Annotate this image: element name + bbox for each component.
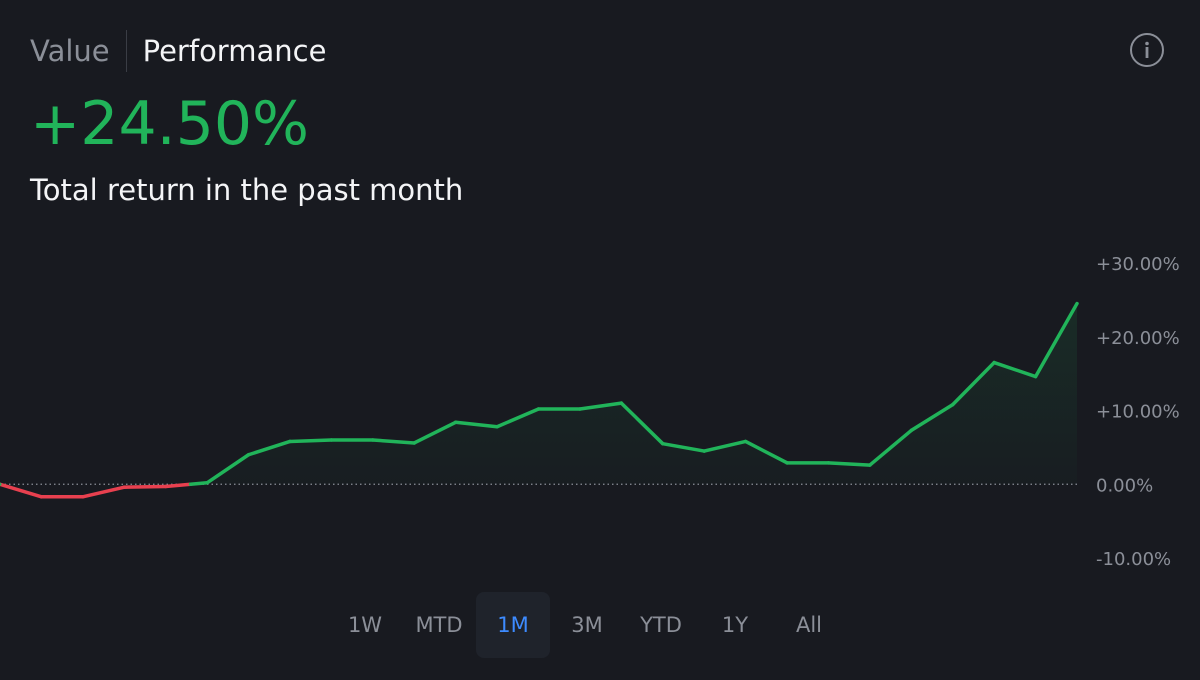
- data-point: [1034, 375, 1038, 379]
- line-segment: [661, 441, 706, 453]
- data-point: [951, 403, 955, 407]
- data-point: [247, 453, 251, 457]
- data-point: [454, 420, 458, 424]
- line-segment: [950, 360, 996, 407]
- y-tick-label: 0.00%: [1096, 475, 1153, 496]
- data-point: [744, 439, 748, 443]
- line-segment: [288, 438, 334, 444]
- positive-area-fill: [0, 303, 1077, 485]
- y-tick-label: -10.00%: [1096, 549, 1171, 570]
- line-segment: [702, 439, 748, 453]
- info-button[interactable]: [1130, 33, 1164, 67]
- data-point: [122, 485, 126, 489]
- line-segment: [122, 484, 168, 489]
- data-point: [992, 361, 996, 365]
- data-point: [1075, 302, 1079, 306]
- data-point: [0, 482, 2, 486]
- total-return-description: Total return in the past month: [30, 173, 464, 207]
- data-point: [868, 463, 872, 467]
- line-segment: [205, 453, 251, 485]
- total-return-value: +24.50%: [30, 89, 310, 159]
- data-point: [537, 407, 540, 411]
- range-button-mtd[interactable]: MTD: [415, 613, 463, 637]
- data-point: [205, 481, 209, 485]
- line-segment: [743, 439, 789, 465]
- y-tick-label: +20.00%: [1096, 328, 1180, 349]
- line-segment: [81, 485, 127, 499]
- data-point: [661, 442, 665, 446]
- tab-divider: [125, 30, 127, 72]
- line-segment: [992, 360, 1038, 379]
- data-point: [371, 438, 375, 442]
- y-tick-label: +30.00%: [1096, 254, 1180, 275]
- range-button-3m[interactable]: 3M: [571, 613, 603, 637]
- line-segment: [371, 438, 416, 445]
- tab-value[interactable]: Value: [30, 34, 110, 68]
- data-point: [578, 407, 582, 411]
- data-point: [81, 495, 85, 499]
- line-segment: [412, 420, 458, 445]
- range-button-all[interactable]: All: [795, 613, 823, 637]
- line-segment: [1033, 301, 1079, 379]
- range-button-1m[interactable]: 1M: [476, 592, 550, 658]
- line-segment: [163, 482, 193, 489]
- line-segment: [619, 401, 665, 446]
- data-point: [412, 441, 416, 445]
- data-point: [826, 461, 830, 465]
- line-segment: [909, 402, 955, 433]
- data-point: [495, 425, 499, 429]
- time-range-selector: 1W MTD 1M 3M YTD 1Y All: [328, 592, 846, 658]
- line-segment: [495, 407, 541, 429]
- data-point: [909, 428, 913, 432]
- data-point: [39, 495, 43, 499]
- line-segment: [0, 482, 44, 499]
- line-segment: [868, 428, 914, 467]
- line-segment: [578, 401, 624, 411]
- data-point: [785, 461, 789, 465]
- line-segment: [246, 439, 292, 457]
- line-segment: [826, 461, 872, 467]
- data-point: [619, 401, 623, 405]
- performance-chart: +30.00% +20.00% +10.00% 0.00% -10.00%: [0, 254, 1180, 570]
- line-segment: [453, 420, 499, 429]
- tab-performance[interactable]: Performance: [142, 34, 327, 68]
- y-tick-label: +10.00%: [1096, 402, 1180, 423]
- range-button-ytd[interactable]: YTD: [640, 613, 682, 637]
- range-button-1y[interactable]: 1Y: [721, 613, 749, 637]
- view-tabs: Value Performance: [30, 30, 326, 72]
- data-point: [702, 449, 706, 453]
- data-point: [288, 439, 292, 443]
- info-circle-icon: [1145, 41, 1149, 58]
- range-button-1w[interactable]: 1W: [347, 613, 383, 637]
- data-point: [329, 438, 333, 442]
- line-segment: [188, 481, 209, 486]
- data-point: [164, 484, 168, 488]
